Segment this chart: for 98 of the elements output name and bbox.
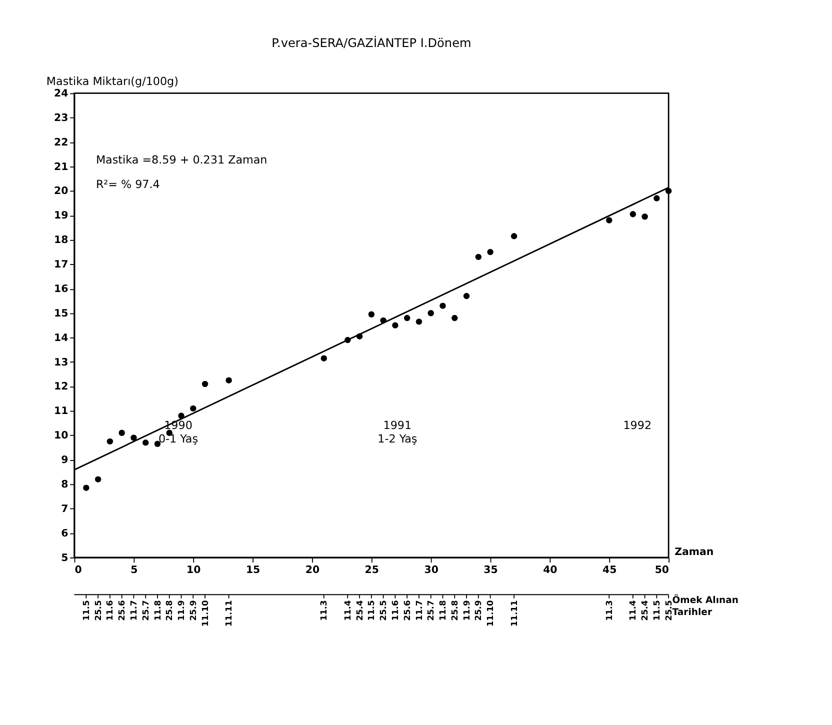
point — [368, 311, 375, 318]
point — [428, 310, 434, 316]
annotation: 25.5 — [92, 600, 103, 621]
y-tick-label: 15 — [54, 308, 68, 320]
annotation: 11.5 — [651, 600, 662, 621]
annotation: 11.11 — [224, 600, 234, 627]
y-tick-label: 17 — [54, 260, 68, 271]
annotation: 1992 — [623, 418, 652, 432]
annotation: 25.8 — [449, 600, 460, 621]
y-tick-label: 10 — [54, 430, 68, 442]
point — [83, 484, 90, 491]
point — [630, 211, 636, 218]
point — [190, 405, 196, 412]
annotation: 1990 0-1 Yaş — [158, 418, 198, 446]
annotation: 11.10 — [485, 600, 496, 627]
annotation: 25.5 — [663, 600, 674, 621]
y-axis-title: Mastika Miktarı(g/100g) — [46, 74, 178, 88]
annotation: 11.7 — [414, 600, 424, 621]
y-tick-label: 24 — [54, 88, 68, 100]
x-tick-label: 5 — [130, 564, 138, 576]
y-tick-label: 11 — [54, 406, 68, 418]
y-tick-label: 14 — [54, 332, 68, 344]
chart-title: P.vera-SERA/GAZİANTEP I.Dönem — [272, 34, 472, 50]
point — [440, 302, 446, 309]
point — [320, 355, 327, 362]
annotation: 25.6 — [402, 600, 412, 621]
point — [606, 217, 612, 224]
annotation: 25.8 — [164, 600, 174, 621]
annotation: Mastika =8.59 + 0.231 Zaman — [96, 153, 268, 166]
annotation: 11.6 — [390, 600, 400, 621]
y-tick-label: 13 — [54, 357, 68, 368]
x2-axis-title: Ömek Alınan Tarihler — [672, 594, 738, 618]
y-tick-label: 21 — [54, 162, 68, 173]
annotation: R²= % 97.4 — [96, 178, 160, 192]
point — [654, 195, 660, 202]
x-tick-label: 25 — [364, 564, 379, 576]
point — [665, 188, 672, 194]
annotation: 11.9 — [461, 600, 472, 621]
annotation: 11.5 — [366, 600, 376, 621]
x-tick-label: 10 — [186, 564, 201, 576]
x-tick-label: 45 — [602, 564, 617, 576]
point — [130, 434, 137, 441]
annotation: 25.4 — [640, 600, 650, 621]
annotation: 25.7 — [140, 600, 150, 621]
x-axis-title: Zaman — [674, 547, 714, 558]
annotation: 11.9 — [176, 600, 186, 621]
annotation: 25.5 — [378, 600, 388, 621]
annotation: 25.6 — [116, 600, 127, 621]
y-tick-label: 6 — [61, 528, 68, 540]
annotation: 25.9 — [188, 600, 198, 621]
y-tick-label: 9 — [61, 455, 68, 466]
y-tick-label: 8 — [61, 479, 68, 490]
point — [392, 322, 398, 328]
point — [142, 440, 149, 446]
annotation: 11.6 — [104, 600, 115, 621]
y-tick-label: 19 — [54, 210, 68, 222]
annotation: 11.4 — [342, 600, 352, 621]
y-tick-label: 12 — [54, 382, 68, 393]
annotation: 11.8 — [152, 600, 162, 621]
y-tick-label: 7 — [61, 504, 68, 515]
point — [487, 248, 494, 256]
annotation: 1991 1-2 Yaş — [378, 418, 418, 446]
point — [94, 476, 102, 482]
y-tick-label: 20 — [54, 186, 68, 198]
y-tick-label: 16 — [54, 284, 68, 295]
point — [118, 430, 125, 436]
annotation: 11.3 — [318, 600, 329, 621]
annotation: 11.10 — [200, 600, 210, 627]
x-tick-label: 50 — [654, 564, 670, 576]
annotation: 25.4 — [354, 600, 364, 621]
annotation: 11.7 — [128, 600, 138, 621]
point — [226, 377, 232, 384]
annotation: 11.8 — [438, 600, 448, 621]
point — [510, 233, 518, 240]
annotation: 11.4 — [628, 600, 638, 621]
point — [404, 314, 410, 322]
point — [463, 292, 470, 300]
annotation: 11.11 — [508, 600, 519, 627]
y-tick-label: 18 — [54, 235, 68, 246]
y-tick-label: 22 — [54, 137, 68, 148]
annotation: 11.5 — [80, 600, 91, 621]
point — [475, 254, 482, 260]
annotation: 25.7 — [426, 600, 436, 621]
y-tick-label: 5 — [61, 552, 68, 564]
x-tick-label: 0 — [74, 564, 82, 576]
point — [452, 314, 458, 322]
point — [202, 380, 208, 388]
x-tick-label: 35 — [484, 564, 498, 576]
point — [106, 438, 114, 445]
x-tick-label: 15 — [246, 564, 260, 576]
x-tick-label: 20 — [305, 564, 320, 576]
point — [642, 214, 648, 220]
y-tick-label: 23 — [54, 112, 68, 124]
point — [416, 318, 422, 325]
x-tick-label: 40 — [543, 564, 558, 576]
annotation: 11.3 — [604, 600, 614, 621]
x-tick-label: 30 — [424, 564, 438, 576]
annotation: 25.9 — [473, 600, 484, 621]
